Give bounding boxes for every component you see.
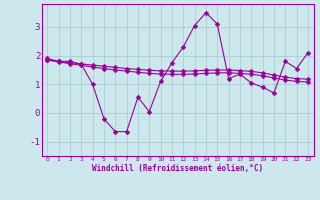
X-axis label: Windchill (Refroidissement éolien,°C): Windchill (Refroidissement éolien,°C): [92, 164, 263, 173]
